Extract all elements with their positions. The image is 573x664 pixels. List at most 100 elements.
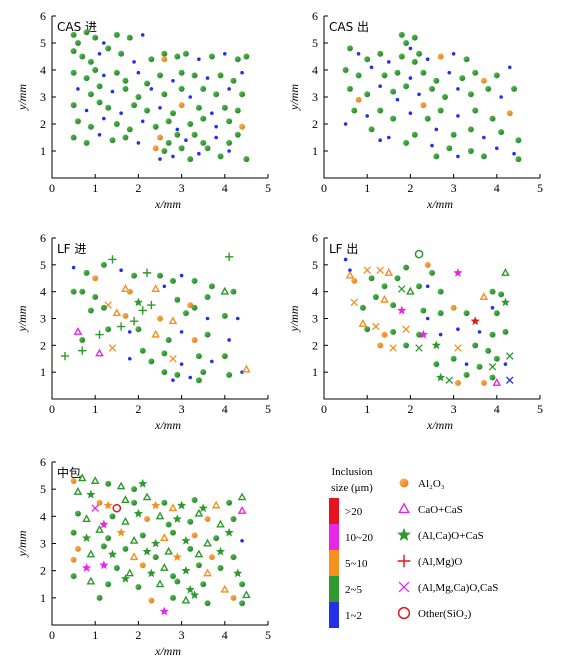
inclusion-point bbox=[161, 50, 168, 57]
inclusion-point bbox=[135, 326, 142, 333]
y-tick-label: 6 bbox=[312, 9, 318, 23]
inclusion-point bbox=[77, 473, 87, 482]
inclusion-point bbox=[195, 377, 202, 384]
x-tick-label: 0 bbox=[321, 181, 327, 195]
x-tick-label: 2 bbox=[135, 402, 141, 416]
inclusion-point bbox=[451, 52, 456, 56]
inclusion-point bbox=[100, 261, 107, 268]
inclusion-point bbox=[158, 106, 162, 110]
inclusion-point bbox=[216, 519, 225, 528]
inclusion-point bbox=[74, 118, 81, 125]
y-tick-label: 2 bbox=[40, 117, 46, 131]
x-axis-label: x/mm bbox=[154, 197, 181, 211]
inclusion-point bbox=[364, 56, 371, 63]
inclusion-point bbox=[403, 264, 410, 271]
size-bin-swatch bbox=[329, 524, 339, 550]
inclusion-point bbox=[86, 549, 96, 558]
inclusion-point bbox=[157, 315, 163, 322]
inclusion-point bbox=[368, 275, 375, 282]
inclusion-point bbox=[108, 344, 117, 352]
inclusion-point bbox=[408, 46, 413, 51]
inclusion-point bbox=[378, 84, 382, 88]
inclusion-point bbox=[226, 499, 233, 506]
y-tick-label: 5 bbox=[40, 258, 46, 272]
inclusion-point bbox=[398, 53, 405, 60]
inclusion-point bbox=[102, 41, 106, 45]
inclusion-point bbox=[161, 350, 168, 357]
y-tick-label: 5 bbox=[312, 36, 318, 50]
inclusion-point bbox=[91, 504, 99, 512]
inclusion-point bbox=[211, 500, 221, 509]
inclusion-point bbox=[224, 252, 234, 261]
inclusion-point bbox=[100, 304, 107, 311]
inclusion-point bbox=[99, 519, 109, 529]
inclusion-point bbox=[356, 52, 361, 56]
y-tick-label: 6 bbox=[40, 9, 46, 23]
inclusion-point bbox=[105, 326, 112, 333]
inclusion-point bbox=[121, 495, 130, 504]
inclusion-point bbox=[350, 298, 358, 307]
inclusion-point bbox=[161, 369, 168, 376]
inclusion-point bbox=[503, 362, 508, 366]
inclusion-point bbox=[160, 533, 169, 542]
inclusion-point bbox=[169, 110, 176, 117]
inclusion-point bbox=[135, 583, 142, 590]
inclusion-point bbox=[92, 275, 99, 282]
inclusion-point bbox=[477, 330, 482, 334]
inclusion-point bbox=[165, 139, 172, 146]
inclusion-point bbox=[119, 268, 123, 273]
y-axis-label: y/mm bbox=[15, 305, 29, 332]
x-tick-label: 5 bbox=[265, 628, 271, 642]
inclusion-point bbox=[161, 148, 168, 154]
panel-title: CAS 进 bbox=[57, 20, 97, 34]
inclusion-point bbox=[489, 374, 496, 381]
scatter-panel-5: 0 1 2 3 4 5 1 2 3 4 5 6 x/mm y/mm 中包 bbox=[15, 455, 271, 658]
inclusion-point bbox=[377, 50, 384, 57]
inclusion-point bbox=[204, 331, 211, 338]
inclusion-point bbox=[174, 578, 181, 585]
y-tick-label: 4 bbox=[40, 285, 46, 299]
inclusion-point bbox=[70, 48, 77, 55]
inclusion-point bbox=[194, 549, 204, 558]
inclusion-point bbox=[221, 312, 228, 319]
inclusion-point bbox=[436, 372, 446, 382]
inclusion-point bbox=[142, 492, 152, 501]
inclusion-point bbox=[140, 33, 145, 37]
inclusion-point bbox=[472, 107, 479, 114]
inclusion-point bbox=[239, 123, 246, 130]
inclusion-point bbox=[417, 92, 421, 97]
y-tick-label: 1 bbox=[40, 365, 46, 379]
inclusion-point bbox=[87, 123, 94, 130]
inclusion-point bbox=[438, 332, 443, 337]
inclusion-point bbox=[348, 268, 352, 273]
inclusion-point bbox=[174, 53, 181, 60]
inclusion-point bbox=[492, 378, 502, 386]
y-tick-label: 2 bbox=[312, 117, 318, 131]
inclusion-point bbox=[157, 272, 163, 279]
inclusion-point bbox=[97, 133, 102, 137]
inclusion-point bbox=[127, 330, 132, 334]
inclusion-point bbox=[96, 83, 103, 90]
inclusion-point bbox=[342, 67, 349, 73]
inclusion-point bbox=[122, 312, 129, 319]
inclusion-point bbox=[187, 156, 194, 163]
inclusion-point bbox=[394, 275, 401, 282]
inclusion-point bbox=[223, 52, 227, 56]
inclusion-point bbox=[416, 283, 423, 290]
inclusion-point bbox=[214, 135, 218, 140]
inclusion-point bbox=[148, 597, 155, 604]
inclusion-point bbox=[425, 57, 430, 61]
inclusion-point bbox=[467, 126, 474, 133]
legend-circle-icon bbox=[399, 478, 409, 488]
inclusion-point bbox=[178, 85, 185, 92]
inclusion-point bbox=[480, 379, 487, 386]
inclusion-point bbox=[191, 497, 198, 504]
size-bin-label: 10~20 bbox=[345, 532, 373, 544]
inclusion-point bbox=[237, 506, 247, 514]
inclusion-point bbox=[197, 151, 201, 156]
inclusion-point bbox=[120, 574, 131, 583]
inclusion-point bbox=[204, 294, 211, 301]
inclusion-point bbox=[381, 283, 388, 290]
inclusion-point bbox=[179, 273, 184, 278]
inclusion-point bbox=[157, 72, 163, 79]
